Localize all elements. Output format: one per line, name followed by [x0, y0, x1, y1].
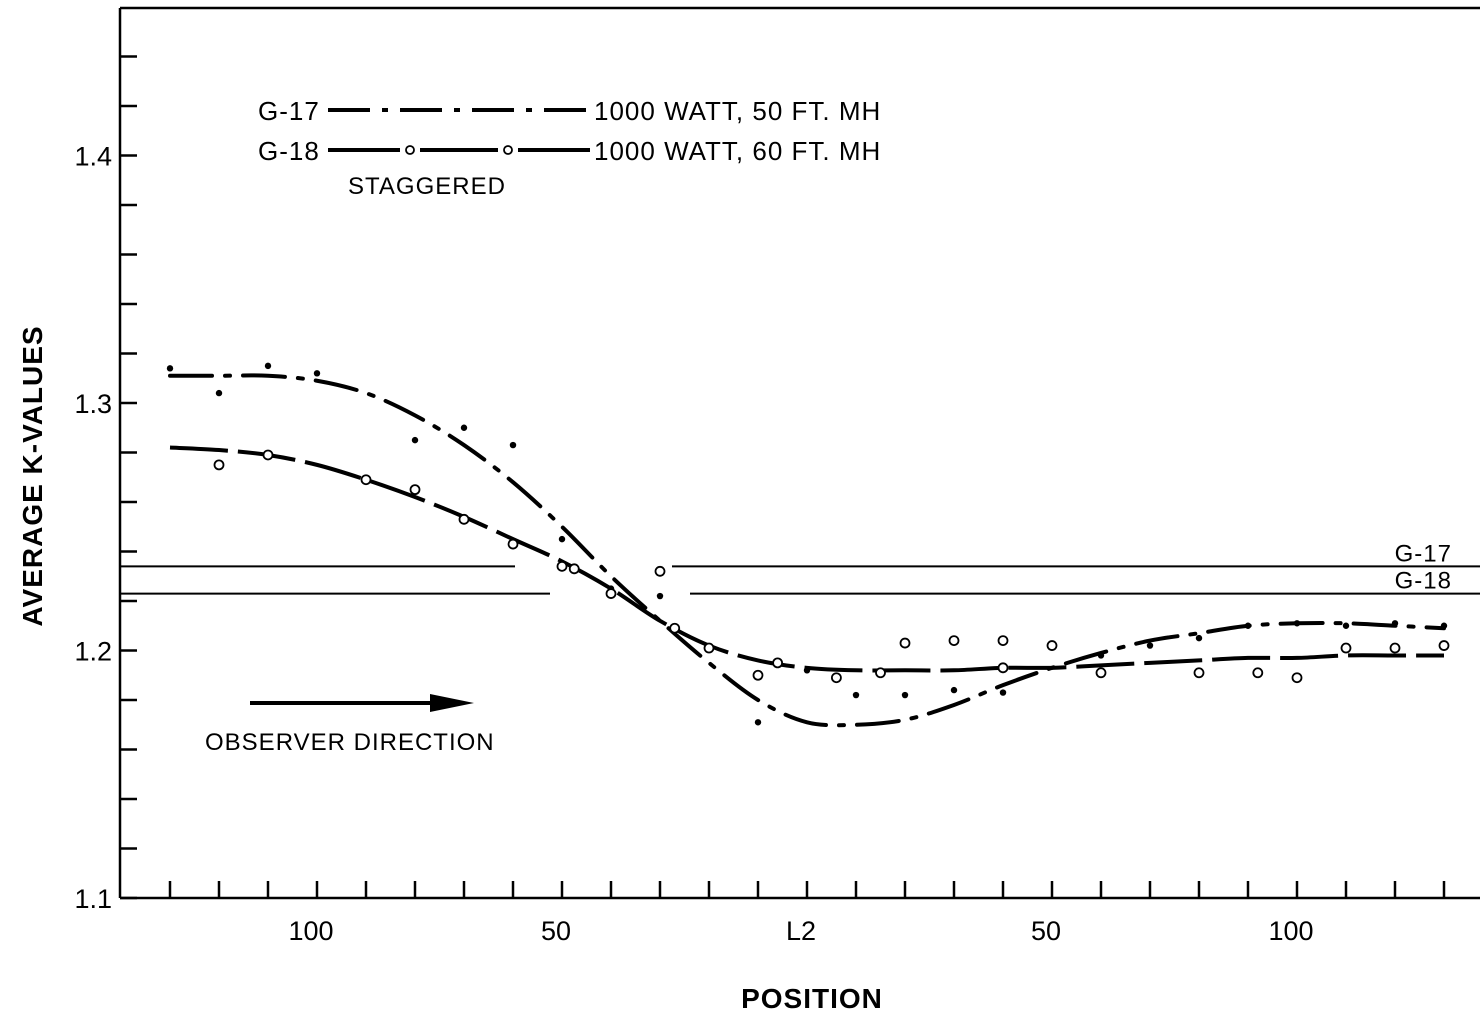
series-g17-point: [950, 686, 958, 694]
y-tick-label: 1.3: [74, 389, 112, 419]
series-g17-point: [264, 362, 272, 370]
series-g18: [169, 445, 1450, 684]
observer-arrow-head: [430, 694, 474, 712]
series-g17-point: [901, 691, 909, 699]
legend-g18-marker: [503, 145, 513, 155]
x-axis-ticks: 100 50 L2 50 100: [168, 881, 1446, 946]
y-tick-label: 1.1: [74, 884, 112, 914]
series-g18-point: [1193, 667, 1205, 679]
series-g17-point: [656, 592, 664, 600]
observer-annotation: OBSERVER DIRECTION: [205, 694, 495, 756]
series-g18-point: [507, 538, 519, 550]
series-g17-point: [313, 370, 321, 377]
series-g17-point: [1440, 622, 1448, 629]
series-g17-point: [852, 691, 860, 699]
series-g18-point: [605, 588, 617, 599]
series-g17-point: [460, 424, 468, 431]
series-g18-point: [1095, 667, 1107, 679]
series-g17-point: [999, 689, 1007, 696]
legend-g17-name: G-17: [258, 96, 320, 126]
y-tick-label: 1.2: [74, 637, 112, 667]
series-g18-point: [1438, 640, 1450, 651]
series-g18-point: [654, 565, 666, 577]
series-g18-point: [409, 484, 421, 496]
y-axis-ticks: 1.1 1.2 1.3 1.4: [74, 55, 137, 914]
series-g17-line: [168, 373, 1446, 728]
series-g17-point: [1244, 622, 1252, 629]
series-g18-point: [703, 642, 715, 654]
reference-line-label: G-17: [1395, 540, 1452, 567]
legend-g17-description: 1000 WATT, 50 FT. MH: [594, 96, 881, 126]
series-g18-point: [997, 662, 1009, 674]
series-g17-point: [1293, 620, 1301, 627]
reference-lines: G-17G-18: [120, 540, 1480, 595]
y-axis-title: AVERAGE K-VALUES: [17, 325, 48, 626]
x-tick-label: 100: [1268, 916, 1313, 946]
series-g17-point: [509, 441, 517, 449]
series-g18-point: [568, 563, 580, 575]
series-g18-point: [1340, 642, 1352, 654]
series-g18-point: [752, 669, 764, 681]
series-g17: [166, 362, 1448, 728]
series-g18-point: [772, 657, 783, 669]
legend-g18-marker: [405, 145, 415, 155]
reference-line-label: G-18: [1395, 568, 1452, 595]
series-g17-point: [1097, 652, 1105, 659]
series-g18-point: [831, 672, 842, 684]
series-g17-point: [1146, 642, 1154, 649]
x-tick-label: 50: [1031, 916, 1061, 946]
legend: G-17 1000 WATT, 50 FT. MH G-18 1000 WATT, 6…: [258, 96, 881, 200]
series-g17-point: [558, 535, 566, 543]
series-g17-point: [411, 436, 419, 444]
legend-g18-description: 1000 WATT, 60 FT. MH: [594, 136, 881, 166]
observer-label: OBSERVER DIRECTION: [205, 729, 495, 756]
series-g18-point: [1291, 672, 1303, 684]
legend-g18-name: G-18: [258, 136, 320, 166]
series-g18-point: [899, 637, 911, 649]
series-g18-point: [262, 449, 274, 461]
series-g18-point: [1252, 667, 1264, 679]
series-g18-point: [1389, 642, 1401, 654]
series-g18-point: [556, 560, 568, 572]
series-g18-point: [875, 667, 886, 679]
series-g17-point: [1391, 620, 1399, 627]
legend-note: STAGGERED: [348, 173, 506, 200]
series-g18-point: [360, 474, 372, 486]
series-g18-point: [948, 635, 960, 646]
x-tick-label: L2: [786, 916, 816, 946]
series-g18-point: [1046, 640, 1058, 651]
series-g17-point: [215, 389, 223, 397]
series-g18-point: [669, 622, 681, 634]
series-g18-point: [458, 513, 470, 525]
series-g17-point: [1195, 634, 1203, 642]
series-g18-point: [213, 459, 225, 471]
series-g18-point: [997, 635, 1009, 646]
x-axis-title: POSITION: [741, 983, 883, 1014]
series-g17-point: [1342, 622, 1350, 629]
x-tick-label: 100: [288, 916, 333, 946]
x-tick-label: 50: [541, 916, 571, 946]
y-tick-label: 1.4: [74, 142, 112, 172]
series-g17-point: [166, 365, 174, 372]
series-g18-line: [169, 445, 1444, 673]
series-g17-point: [754, 719, 762, 726]
